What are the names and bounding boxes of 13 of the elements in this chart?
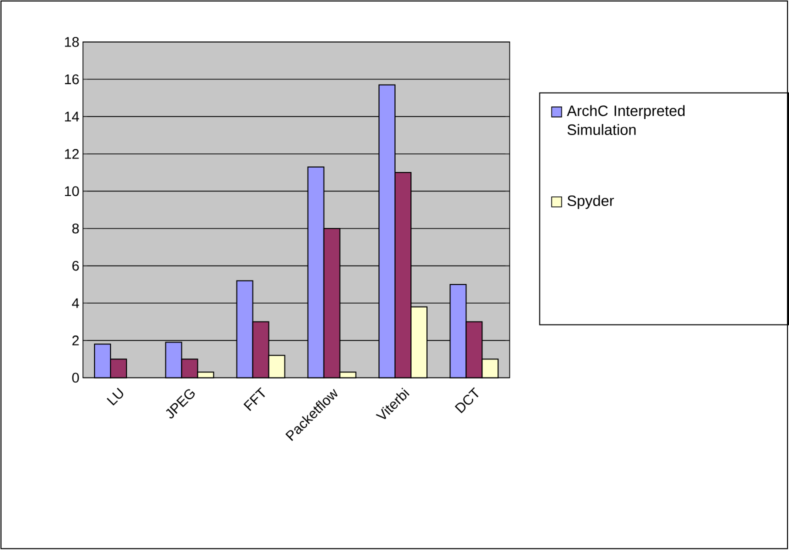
x-tick-label: LU — [106, 388, 124, 406]
y-tick-label: 14 — [64, 112, 80, 122]
y-tick-label: 4 — [72, 298, 80, 308]
y-tick-label: 8 — [72, 224, 79, 234]
y-tick-label: 18 — [64, 37, 79, 48]
y-tick-label: 6 — [72, 261, 79, 271]
legend-label: Spyder — [568, 195, 614, 210]
y-tick-label: 10 — [64, 186, 79, 196]
y-tick-label: 0 — [72, 372, 79, 383]
legend-label: ArchC Interpreted Simulation — [566, 105, 685, 136]
y-tick-label: 16 — [64, 74, 79, 84]
y-tick-label: 12 — [64, 149, 79, 159]
y-tick-label: 2 — [72, 336, 79, 346]
